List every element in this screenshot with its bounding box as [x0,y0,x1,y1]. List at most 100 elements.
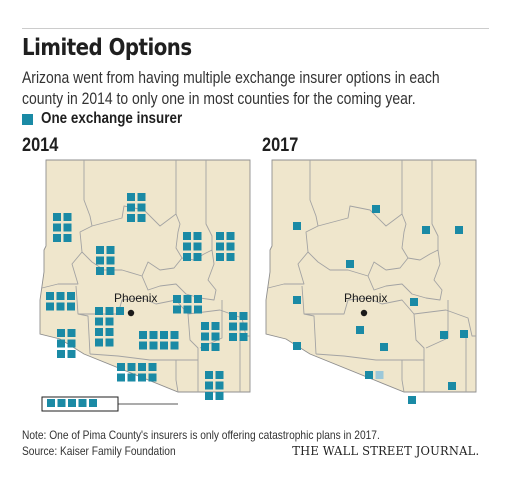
insurer-square-greenlee [460,330,468,338]
insurer-square-gila [173,305,181,314]
insurer-square-coconino [127,193,135,201]
insurer-square-cochise [205,371,213,379]
insurer-square-greenlee [229,312,237,320]
insurer-square-mohave [53,234,61,242]
insurer-square-apache [226,242,235,251]
insurer-square-graham [211,322,220,330]
insurer-square-la-paz [67,302,75,311]
insurer-square-pima [117,363,125,371]
insurer-square-navajo [422,226,430,234]
insurer-square-graham [211,332,220,341]
insurer-square-navajo [193,253,202,261]
insurer-square-cochise [205,381,213,390]
insurer-square-maricopa [95,328,103,336]
insurer-square-graham [201,343,209,351]
year-label-2017: 2017 [262,135,299,156]
insurer-square-yuma [57,339,65,348]
insurer-square-la-paz [46,292,54,300]
insurer-square-santa-cruz [89,399,97,407]
insurer-square-santa-cruz [47,399,55,407]
insurer-square-gila [194,305,202,314]
insurer-square-santa-cruz [408,396,416,404]
insurer-square-graham [201,322,209,330]
insurer-square-coconino [137,214,146,222]
year-label-2014: 2014 [22,135,59,156]
insurer-square-maricopa [356,326,364,334]
insurer-square-la-paz [56,302,65,311]
map-2017: Phoenix [265,159,477,404]
insurer-square-yuma [67,350,76,358]
insurer-square-maricopa [105,307,114,315]
insurer-square-yuma [57,350,65,358]
insurer-square-pima [138,363,146,371]
insurer-square-yavapai [96,267,104,275]
insurer-square-pima [365,371,373,379]
insurer-square-pima [148,373,157,382]
insurer-square-pinal [170,331,179,339]
state-outline-2017 [265,159,477,393]
insurer-square-yavapai [96,246,104,254]
insurer-square-mohave [53,223,61,232]
state-outline-2014 [39,159,251,393]
insurer-square-apache [216,232,224,240]
insurer-square-mohave [63,213,72,221]
insurer-square-yuma [293,342,301,350]
insurer-square-yavapai [346,260,354,268]
insurer-square-mohave [63,223,72,232]
phoenix-marker-2014 [127,309,135,317]
insurer-square-la-paz [293,296,301,304]
insurer-square-yuma [67,339,76,348]
insurer-square-mohave [293,222,301,230]
insurer-square-maricopa [116,307,124,315]
insurer-square-pima [138,373,146,382]
insurer-square-pinal [139,341,147,350]
insurer-square-pinal [149,341,158,350]
insurer-square-cochise [448,382,456,390]
insurer-square-maricopa [105,338,114,347]
insurer-square-cochise [215,371,224,379]
insurer-square-santa-cruz [57,399,66,407]
insurer-square-mohave [63,234,72,242]
insurer-square-santa-cruz [68,399,76,407]
insurer-square-graham [201,332,209,341]
insurer-square-graham [211,343,220,351]
phoenix-label-2017: Phoenix [344,291,387,305]
insurer-square-pima [375,371,384,379]
insurer-square-cochise [205,392,213,400]
insurer-square-greenlee [229,322,237,331]
insurer-square-greenlee [229,333,237,341]
insurer-square-pinal [160,331,168,339]
insurer-square-santa-cruz [78,399,87,407]
insurer-square-pinal [139,331,147,339]
legend: One exchange insurer [22,110,209,128]
insurer-square-yavapai [106,267,115,275]
insurer-square-yuma [67,329,76,337]
insurer-square-pima [148,363,157,371]
insurer-square-navajo [183,253,191,261]
insurer-square-graham [440,331,448,339]
insurer-square-pinal [149,331,158,339]
phoenix-marker-2017 [360,309,368,317]
insurer-square-greenlee [239,322,248,331]
insurer-square-navajo [193,242,202,251]
insurer-square-apache [455,226,463,234]
insurer-square-greenlee [239,312,248,320]
page-title: Limited Options [22,35,192,61]
insurer-square-pinal [380,343,388,351]
wsj-credit: THE WALL STREET JOURNAL. [291,443,479,458]
top-rule [22,28,489,29]
insurer-square-maricopa [95,338,103,347]
insurer-square-maricopa [105,317,114,326]
insurer-square-coconino [127,214,135,222]
insurer-square-yavapai [106,256,115,265]
insurer-square-greenlee [239,333,248,341]
insurer-square-maricopa [105,328,114,336]
insurer-square-cochise [215,392,224,400]
insurer-squares-2014 [46,193,248,407]
insurer-square-navajo [183,232,191,240]
insurer-square-coconino [137,193,146,201]
insurer-square-maricopa [95,307,103,315]
subtitle: Arizona went from having multiple exchan… [22,68,440,108]
